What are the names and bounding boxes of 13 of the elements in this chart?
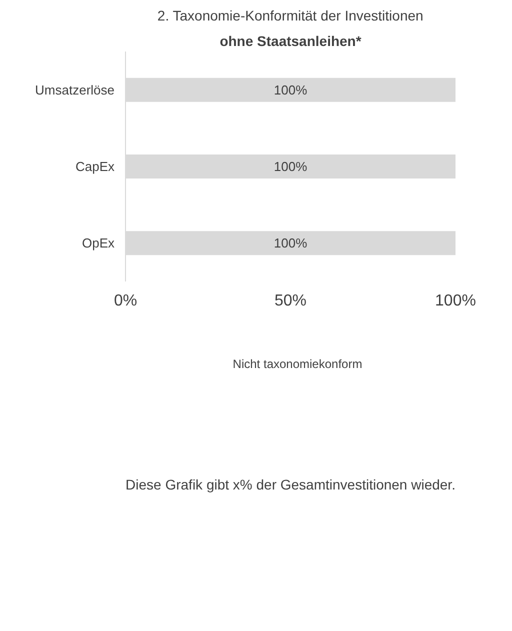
x-tick-label: 0% <box>114 292 138 310</box>
x-tick-label: 50% <box>274 292 307 310</box>
x-tick-label: 100% <box>435 292 476 310</box>
y-tick-label: Umsatzerlöse <box>35 82 114 98</box>
text: Diese Grafik gibt x% der Gesamtinvestitionen wieder. <box>126 476 456 492</box>
text: Nicht taxonomiekonform <box>232 357 362 371</box>
data-label: 100% <box>274 82 308 98</box>
chart-subtitle: ohne Staatsanleihen* <box>220 33 362 49</box>
chart-title: 2. Taxonomie-Konformität der Investitionen <box>157 8 424 24</box>
data-label: 100% <box>274 236 308 251</box>
data-label: 100% <box>274 159 308 174</box>
y-tick-label: OpEx <box>82 236 115 251</box>
y-tick-label: CapEx <box>75 159 115 174</box>
